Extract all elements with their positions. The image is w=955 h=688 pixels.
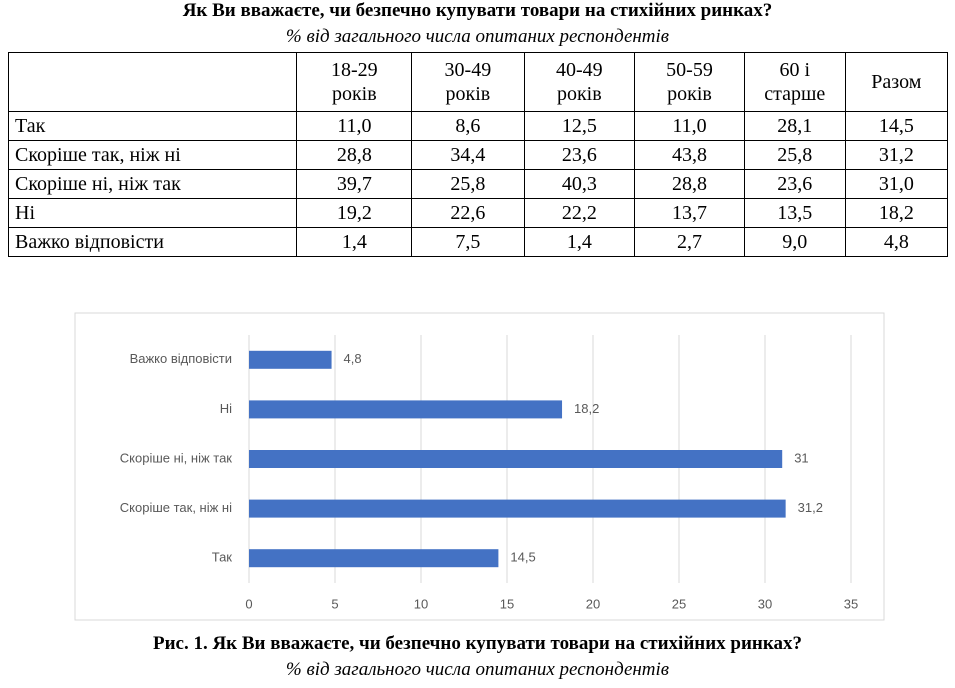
data-label: 4,8 [344, 351, 362, 366]
cell: 28,8 [296, 140, 413, 170]
caption-title: Рис. 1. Як Ви вважаєте, чи безпечно купу… [152, 633, 803, 654]
cell: 11,0 [296, 111, 413, 141]
x-tick-label: 0 [245, 596, 252, 611]
row-label: Важко відповісти [7, 227, 298, 257]
cell: 23,6 [523, 140, 636, 170]
cell: 4,8 [844, 227, 949, 257]
data-label: 18,2 [574, 401, 599, 416]
x-tick-label: 15 [500, 596, 514, 611]
header-cell: 30-49 років [411, 52, 525, 112]
caption-subtitle: % від загального числа опитаних респонде… [285, 659, 670, 680]
y-tick-label: Важко відповісти [130, 351, 232, 366]
cell: 13,5 [743, 198, 846, 228]
cell: 25,8 [411, 169, 525, 199]
bar [249, 350, 332, 369]
data-label: 14,5 [510, 550, 535, 565]
y-tick-label: Ні [220, 401, 232, 416]
cell: 31,2 [844, 140, 949, 170]
y-tick-label: Скоріше так, ніж ні [120, 500, 232, 515]
data-label: 31,2 [798, 500, 823, 515]
cell: 9,0 [743, 227, 846, 257]
y-tick-label: Так [212, 550, 233, 565]
cell: 19,2 [296, 198, 413, 228]
row-label: Скоріше так, ніж ні [7, 140, 298, 170]
cell: 39,7 [296, 169, 413, 199]
chart-frame [74, 312, 885, 621]
bar [249, 549, 499, 568]
row-label: Скоріше ні, ніж так [7, 169, 298, 199]
cell: 25,8 [743, 140, 846, 170]
bar [249, 400, 563, 419]
header-cell: 18-29 років [296, 52, 413, 112]
x-tick-label: 10 [414, 596, 428, 611]
row-label: Ні [7, 198, 298, 228]
cell: 8,6 [411, 111, 525, 141]
cell: 1,4 [296, 227, 413, 257]
cell: 23,6 [743, 169, 846, 199]
cell: 14,5 [844, 111, 949, 141]
y-tick-label: Скоріше ні, ніж так [120, 450, 233, 465]
header-cell: Разом [844, 52, 949, 112]
title: Як Ви вважаєте, чи безпечно купувати тов… [182, 0, 773, 21]
cell: 34,4 [411, 140, 525, 170]
row-label: Так [7, 111, 298, 141]
table: 18-29 років 30-49 років 40-49 років 50-59 р… [7, 52, 949, 257]
bar [249, 499, 786, 518]
x-tick-label: 30 [758, 596, 772, 611]
x-tick-label: 35 [844, 596, 858, 611]
cell: 13,7 [634, 198, 745, 228]
bar [249, 450, 783, 468]
cell: 22,6 [411, 198, 525, 228]
header-cell: 50-59 років [634, 52, 745, 112]
subtitle: % від загального числа опитаних респонде… [285, 26, 670, 47]
x-tick-label: 25 [672, 596, 686, 611]
data-label: 31 [794, 450, 808, 465]
header-cell: 40-49 років [523, 52, 636, 112]
x-tick-label: 20 [586, 596, 600, 611]
x-tick-label: 5 [331, 596, 338, 611]
cell: 2,7 [634, 227, 745, 257]
header-cell [7, 52, 298, 112]
cell: 18,2 [844, 198, 949, 228]
cell: 40,3 [523, 169, 636, 199]
cell: 28,8 [634, 169, 745, 199]
cell: 31,0 [844, 169, 949, 199]
cell: 1,4 [523, 227, 636, 257]
cell: 7,5 [411, 227, 525, 257]
